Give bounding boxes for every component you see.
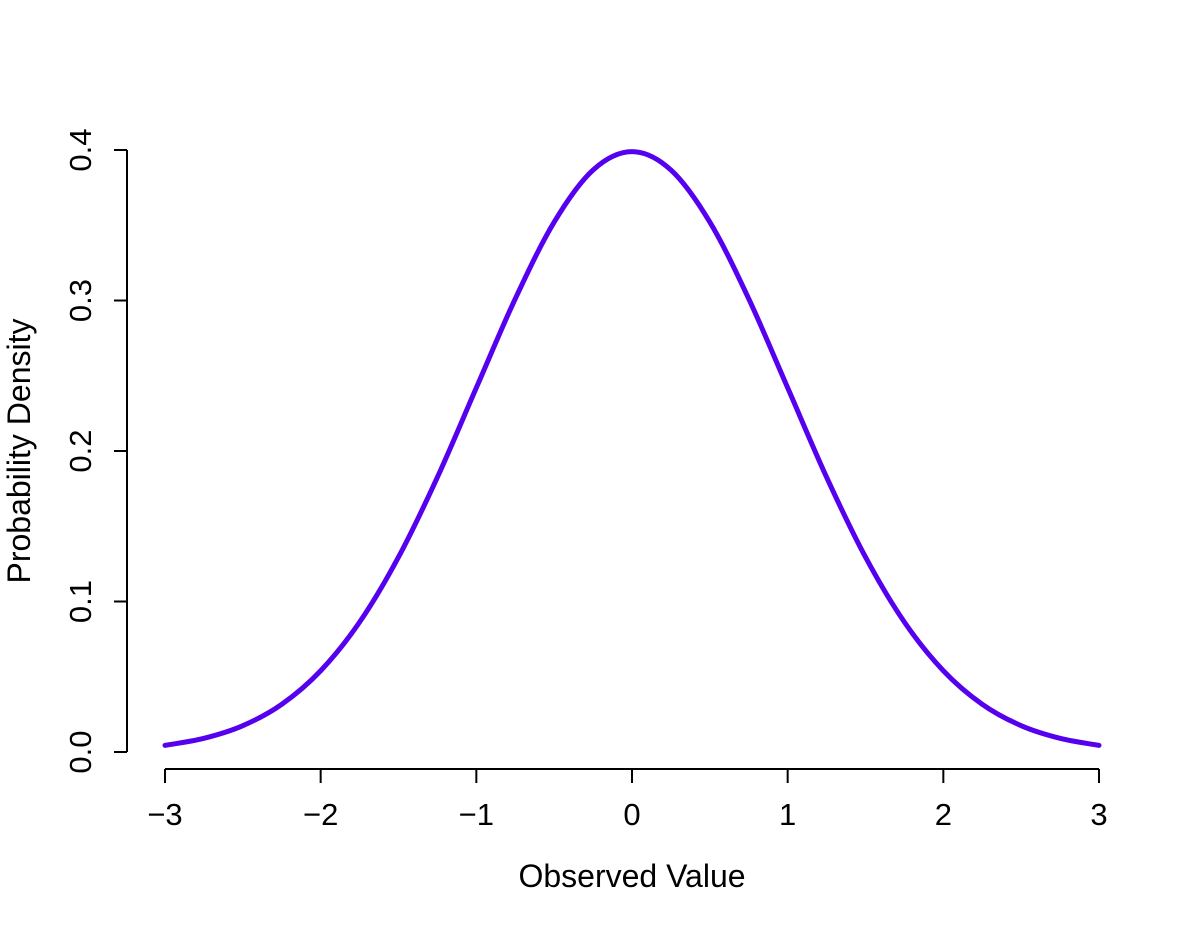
- y-tick-label: 0.0: [63, 730, 98, 773]
- x-axis: −3 −2 −1 0 1 2 3: [147, 768, 1108, 832]
- y-tick-label: 0.3: [63, 279, 98, 322]
- y-axis: 0.0 0.1 0.2 0.3 0.4: [63, 128, 128, 774]
- y-axis-title: Probability Density: [1, 319, 37, 584]
- y-ticks: 0.0 0.1 0.2 0.3 0.4: [63, 128, 127, 774]
- x-tick-label: 2: [935, 797, 952, 832]
- x-tick-label: 1: [779, 797, 796, 832]
- series-layer: [162, 149, 1102, 748]
- density-curve: [162, 149, 1102, 748]
- x-tick-label: −1: [459, 797, 494, 832]
- y-tick-label: 0.1: [63, 580, 98, 623]
- x-tick-label: −2: [303, 797, 338, 832]
- x-ticks: −3 −2 −1 0 1 2 3: [147, 769, 1108, 832]
- x-tick-label: −3: [147, 797, 182, 832]
- y-tick-label: 0.2: [63, 429, 98, 472]
- x-tick-label: 3: [1090, 797, 1107, 832]
- y-tick-label: 0.4: [63, 128, 98, 171]
- x-axis-title: Observed Value: [518, 858, 745, 894]
- x-tick-label: 0: [623, 797, 640, 832]
